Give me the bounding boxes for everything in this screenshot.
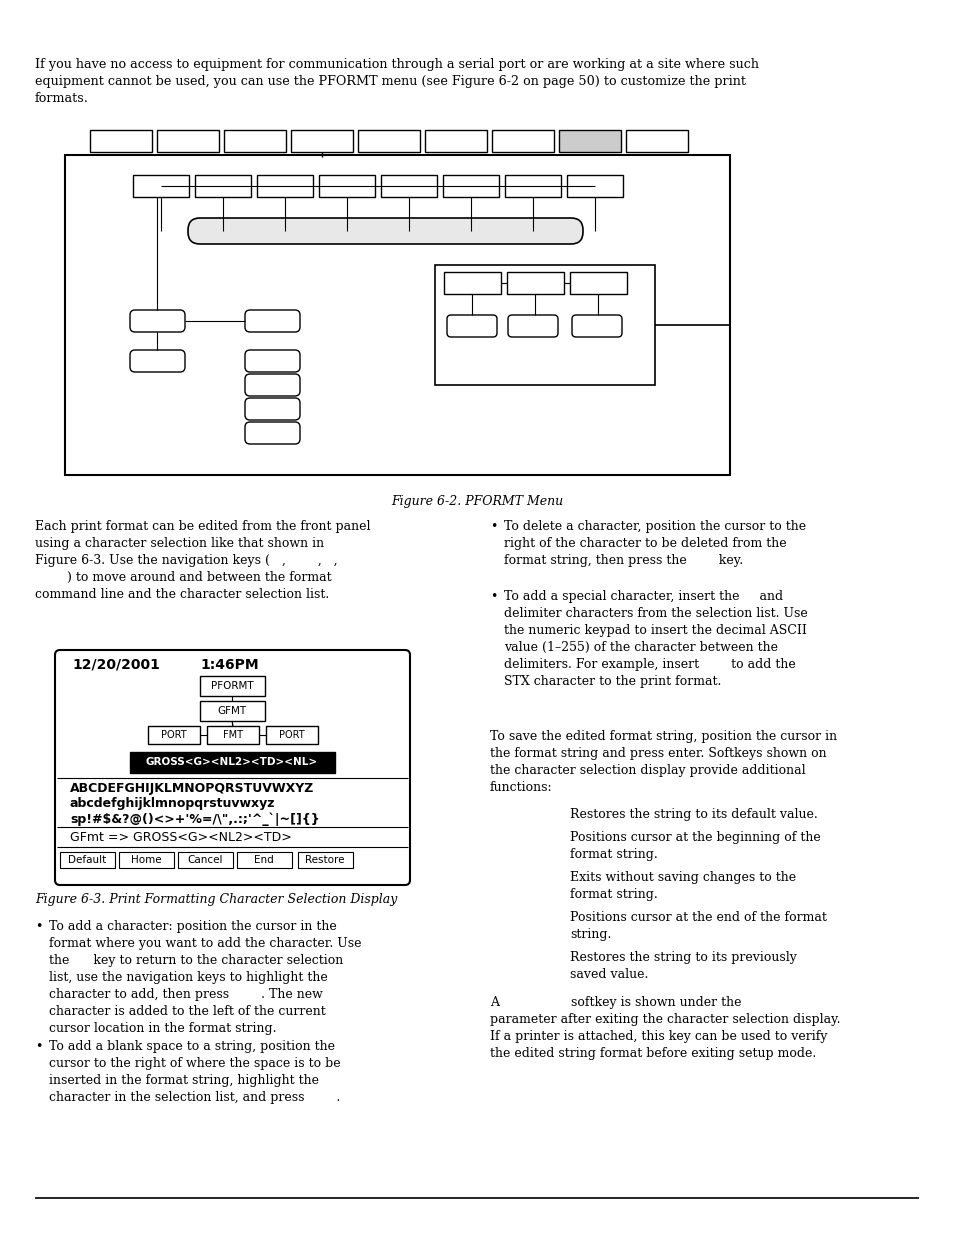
Bar xyxy=(442,175,498,198)
Bar xyxy=(194,175,251,198)
Text: sp!#$&?@()<>+'%=/\",.:;'^_`|~[]{}: sp!#$&?@()<>+'%=/\",.:;'^_`|~[]{} xyxy=(70,811,319,825)
Text: A                  softkey is shown under the
parameter after exiting the charac: A softkey is shown under the parameter a… xyxy=(490,995,840,1060)
Text: •: • xyxy=(35,1040,42,1053)
FancyBboxPatch shape xyxy=(188,219,582,245)
FancyBboxPatch shape xyxy=(55,650,410,885)
FancyBboxPatch shape xyxy=(245,374,299,396)
FancyBboxPatch shape xyxy=(447,315,497,337)
Bar xyxy=(291,130,353,152)
Text: 12/20/2001: 12/20/2001 xyxy=(71,658,160,672)
Text: GFmt => GROSS<G><NL2><TD>: GFmt => GROSS<G><NL2><TD> xyxy=(70,831,292,844)
Text: PFORMT: PFORMT xyxy=(211,680,253,692)
Text: FMT: FMT xyxy=(223,730,243,740)
Text: ABCDEFGHIJKLMNOPQRSTUVWXYZ: ABCDEFGHIJKLMNOPQRSTUVWXYZ xyxy=(70,782,314,795)
Text: Each print format can be edited from the front panel
using a character selection: Each print format can be edited from the… xyxy=(35,520,370,601)
Bar xyxy=(506,272,563,294)
Bar xyxy=(380,175,436,198)
Text: GFMT: GFMT xyxy=(217,706,246,716)
Text: To save the edited format string, position the cursor in
the format string and p: To save the edited format string, positi… xyxy=(490,730,836,794)
Text: GROSS<G><NL2><TD><NL>: GROSS<G><NL2><TD><NL> xyxy=(146,757,317,767)
FancyBboxPatch shape xyxy=(245,310,299,332)
Bar xyxy=(318,175,375,198)
Bar xyxy=(297,852,353,868)
Text: Positions cursor at the beginning of the
format string.: Positions cursor at the beginning of the… xyxy=(569,831,820,861)
Text: PORT: PORT xyxy=(161,730,187,740)
Bar xyxy=(207,726,258,743)
Bar xyxy=(148,726,200,743)
Text: Restores the string to its default value.: Restores the string to its default value… xyxy=(569,808,817,821)
Text: To add a character: position the cursor in the
format where you want to add the : To add a character: position the cursor … xyxy=(49,920,361,1035)
Bar xyxy=(424,130,486,152)
Text: PORT: PORT xyxy=(279,730,305,740)
Text: To add a blank space to a string, position the
cursor to the right of where the : To add a blank space to a string, positi… xyxy=(49,1040,340,1104)
Text: 1:46PM: 1:46PM xyxy=(200,658,258,672)
Bar xyxy=(435,266,655,385)
Text: Restore: Restore xyxy=(305,855,344,864)
Bar xyxy=(90,130,152,152)
Text: Default: Default xyxy=(68,855,106,864)
Text: Home: Home xyxy=(131,855,161,864)
Bar xyxy=(569,272,626,294)
Bar xyxy=(157,130,219,152)
Bar xyxy=(443,272,500,294)
Bar xyxy=(132,175,189,198)
Text: Restores the string to its previously
saved value.: Restores the string to its previously sa… xyxy=(569,951,796,981)
FancyBboxPatch shape xyxy=(245,350,299,372)
Text: •: • xyxy=(490,520,497,534)
Bar xyxy=(60,852,115,868)
Text: abcdefghijklmnopqrstuvwxyz: abcdefghijklmnopqrstuvwxyz xyxy=(70,797,275,810)
Bar xyxy=(224,130,286,152)
Bar xyxy=(357,130,419,152)
Text: Exits without saving changes to the
format string.: Exits without saving changes to the form… xyxy=(569,871,796,902)
FancyBboxPatch shape xyxy=(130,350,185,372)
Bar xyxy=(119,852,173,868)
Text: To delete a character, position the cursor to the
right of the character to be d: To delete a character, position the curs… xyxy=(503,520,805,567)
FancyBboxPatch shape xyxy=(245,422,299,445)
Bar xyxy=(566,175,622,198)
Bar xyxy=(130,752,335,773)
FancyBboxPatch shape xyxy=(572,315,621,337)
Text: Cancel: Cancel xyxy=(187,855,222,864)
Bar xyxy=(625,130,687,152)
Bar xyxy=(256,175,313,198)
Bar xyxy=(65,156,729,475)
FancyBboxPatch shape xyxy=(245,398,299,420)
Text: Figure 6-3. Print Formatting Character Selection Display: Figure 6-3. Print Formatting Character S… xyxy=(35,893,397,906)
FancyBboxPatch shape xyxy=(130,310,185,332)
Text: Positions cursor at the end of the format
string.: Positions cursor at the end of the forma… xyxy=(569,911,826,941)
Text: Figure 6-2. PFORMT Menu: Figure 6-2. PFORMT Menu xyxy=(391,495,562,508)
Text: End: End xyxy=(253,855,274,864)
Text: •: • xyxy=(35,920,42,932)
Bar xyxy=(200,701,265,721)
Bar xyxy=(504,175,560,198)
Bar xyxy=(236,852,292,868)
FancyBboxPatch shape xyxy=(507,315,558,337)
Text: To add a special character, insert the     and
delimiter characters from the sel: To add a special character, insert the a… xyxy=(503,590,807,688)
Bar xyxy=(558,130,620,152)
Text: If you have no access to equipment for communication through a serial port or ar: If you have no access to equipment for c… xyxy=(35,58,759,105)
Bar xyxy=(492,130,554,152)
Text: •: • xyxy=(490,590,497,603)
Bar xyxy=(266,726,317,743)
Bar xyxy=(178,852,233,868)
Bar xyxy=(200,676,265,697)
